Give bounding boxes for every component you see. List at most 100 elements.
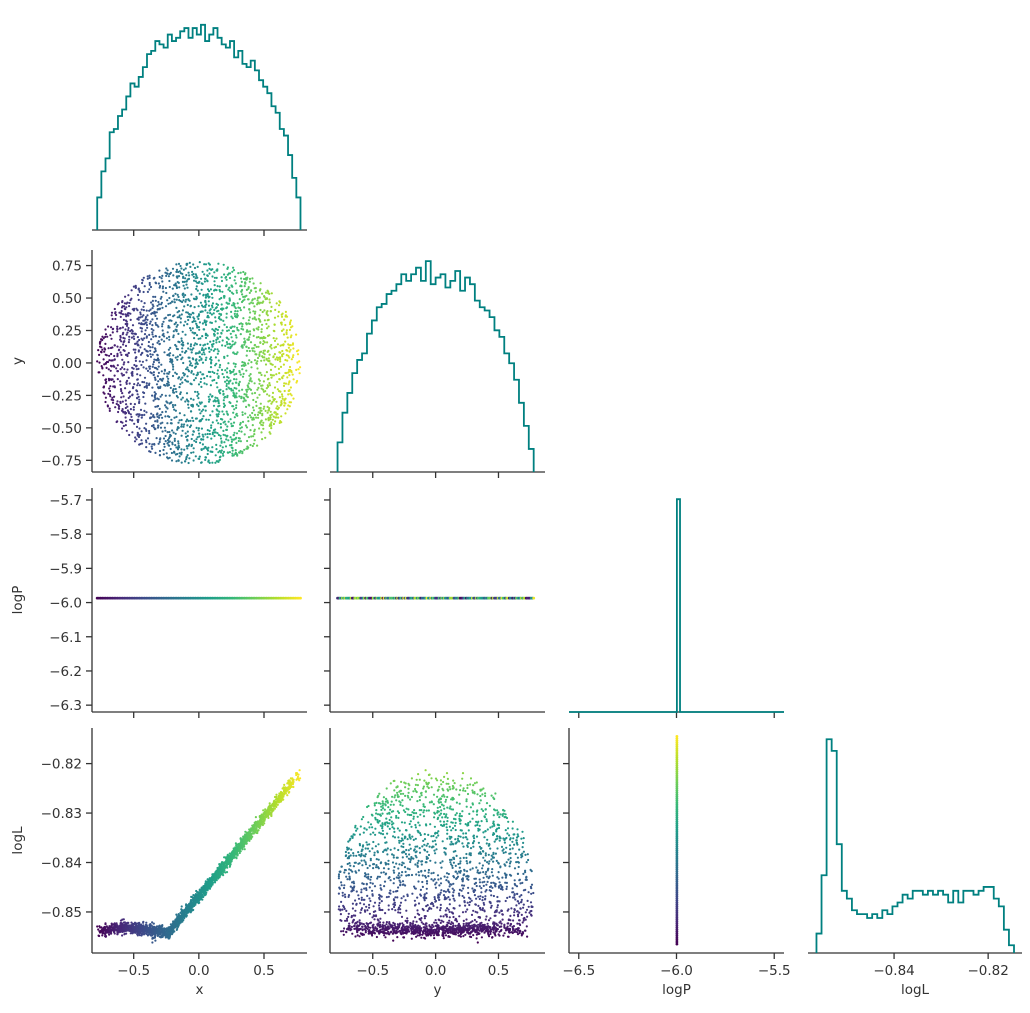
scatter-point xyxy=(162,320,165,323)
scatter-point xyxy=(194,390,197,393)
scatter-point xyxy=(124,399,127,402)
scatter-point xyxy=(173,284,176,287)
scatter-point xyxy=(168,338,171,341)
scatter-point xyxy=(133,403,136,406)
scatter-point xyxy=(129,318,132,321)
scatter-point xyxy=(152,329,155,332)
scatter-point xyxy=(127,396,130,400)
scatter-point xyxy=(146,437,150,440)
scatter-point xyxy=(113,358,116,361)
scatter-point xyxy=(268,802,271,805)
scatter-point xyxy=(206,452,209,456)
scatter-point xyxy=(103,363,106,366)
scatter-point xyxy=(200,461,203,464)
scatter-point xyxy=(233,325,236,328)
scatter-point xyxy=(226,425,229,428)
scatter-point xyxy=(131,366,134,369)
scatter-point xyxy=(151,941,154,944)
scatter-point xyxy=(173,323,176,326)
scatter-point xyxy=(259,337,262,340)
scatter-point xyxy=(274,345,278,348)
scatter-point xyxy=(201,361,205,364)
scatter-point xyxy=(228,298,231,301)
scatter-point xyxy=(231,343,234,346)
scatter-point xyxy=(261,292,264,295)
scatter-point xyxy=(209,312,212,315)
scatter-point xyxy=(222,429,225,432)
scatter-point xyxy=(266,314,269,317)
scatter-point xyxy=(211,461,214,464)
scatter-point xyxy=(286,359,289,362)
scatter-point xyxy=(275,302,278,305)
scatter-point xyxy=(185,280,188,283)
scatter-point xyxy=(152,414,155,417)
scatter-point xyxy=(218,325,221,329)
scatter-point xyxy=(278,396,281,399)
scatter-point xyxy=(164,384,167,387)
scatter-point xyxy=(164,410,167,413)
scatter-point xyxy=(188,364,192,367)
scatter-point xyxy=(227,861,230,864)
scatter-point xyxy=(121,392,124,395)
scatter-point xyxy=(167,302,170,305)
scatter-point xyxy=(251,349,254,352)
scatter-point xyxy=(179,383,182,386)
scatter-point xyxy=(214,320,217,323)
scatter-point xyxy=(190,451,193,454)
scatter-point xyxy=(192,398,195,401)
scatter-point xyxy=(195,426,198,429)
scatter-point xyxy=(127,351,130,355)
scatter-point xyxy=(107,392,110,395)
scatter-point xyxy=(283,783,286,787)
scatter-point xyxy=(202,408,205,411)
scatter-point xyxy=(201,335,204,338)
scatter-point xyxy=(164,429,167,432)
scatter-point xyxy=(114,312,117,315)
scatter-point xyxy=(284,371,287,375)
scatter-point xyxy=(267,408,271,412)
scatter-point xyxy=(243,364,246,367)
scatter-point xyxy=(225,341,228,344)
scatter-point xyxy=(191,433,194,436)
scatter-point xyxy=(198,261,201,264)
scatter-point xyxy=(97,934,100,937)
scatter-point xyxy=(156,397,159,400)
scatter-point xyxy=(264,298,267,301)
scatter-point xyxy=(179,391,182,394)
scatter-point xyxy=(161,306,164,309)
scatter-point xyxy=(267,377,270,380)
scatter-point xyxy=(124,308,127,311)
scatter-point xyxy=(199,412,202,415)
scatter-point xyxy=(252,282,255,285)
scatter-point xyxy=(256,367,259,370)
scatter-point xyxy=(172,391,176,394)
scatter-point xyxy=(219,874,222,877)
scatter-point xyxy=(213,284,216,287)
scatter-point xyxy=(236,351,239,354)
scatter-point xyxy=(120,309,123,313)
scatter-point xyxy=(137,415,140,418)
scatter-point xyxy=(164,415,167,418)
scatter-point xyxy=(207,395,210,398)
scatter-point xyxy=(179,272,182,275)
scatter-point xyxy=(252,435,255,438)
scatter-point xyxy=(178,310,181,313)
scatter-point xyxy=(284,402,287,405)
scatter-point xyxy=(216,303,220,306)
scatter-point xyxy=(190,444,193,448)
scatter-point xyxy=(124,406,127,410)
scatter-point xyxy=(226,413,229,416)
scatter-point xyxy=(106,404,109,407)
scatter-point xyxy=(138,433,141,437)
scatter-point xyxy=(256,299,259,302)
scatter-point xyxy=(178,314,181,317)
scatter-point xyxy=(238,298,241,301)
scatter-point xyxy=(210,361,213,364)
scatter-point xyxy=(128,301,131,305)
scatter-point xyxy=(240,843,243,846)
scatter-point xyxy=(232,411,235,414)
scatter-point xyxy=(198,328,201,331)
scatter-point xyxy=(232,302,235,305)
scatter-point xyxy=(222,413,225,416)
